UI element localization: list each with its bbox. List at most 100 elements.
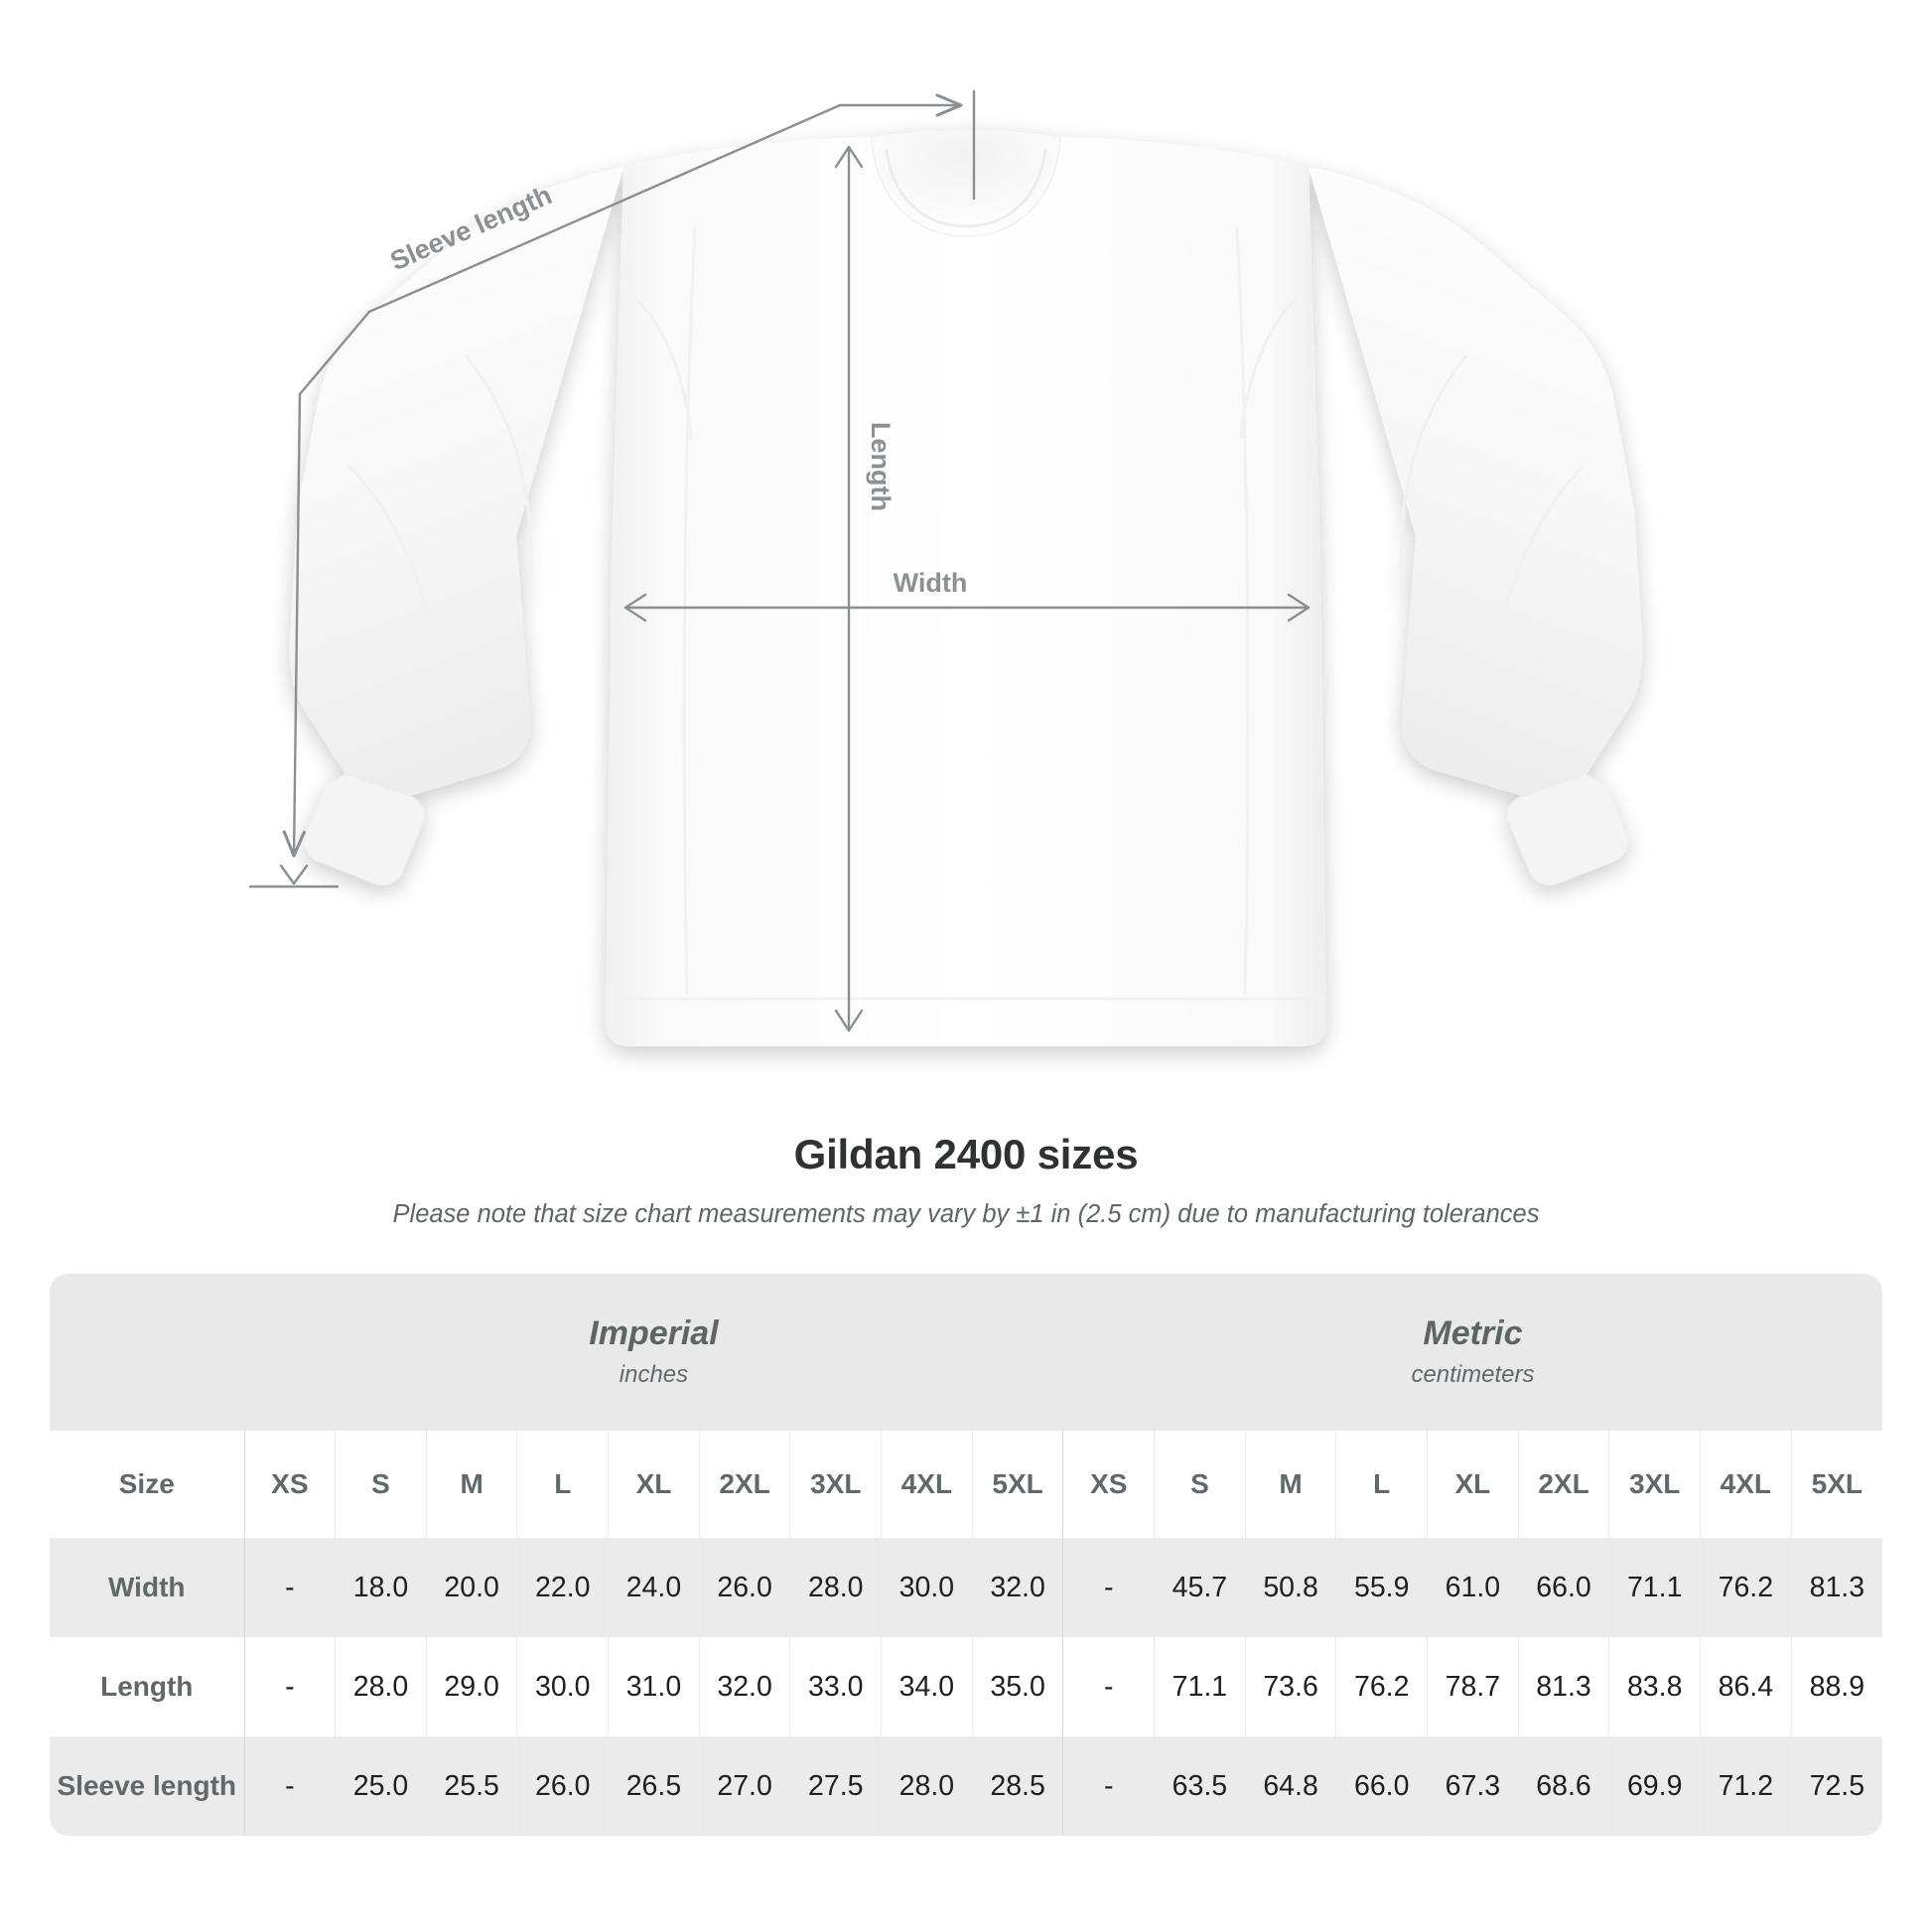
cell-imperial-l: 30.0 [516,1637,609,1736]
row-label-length: Length [50,1637,244,1736]
cell-imperial-xs: - [243,1736,336,1836]
size-header-cell-xs: XS [243,1431,336,1538]
cell-metric-l: 55.9 [1335,1538,1428,1637]
cell-metric-3xl: 83.8 [1608,1637,1701,1736]
garment-illustration: Sleeve length Length Width [248,89,1643,1046]
cell-imperial-4xl: 34.0 [881,1637,973,1736]
cell-imperial-3xl: 27.5 [789,1736,882,1836]
unit-name: Imperial [589,1313,719,1352]
cell-imperial-3xl: 28.0 [789,1538,882,1637]
size-header-cell-m: M [1244,1431,1336,1538]
length-label: Length [866,422,896,511]
title-block: Gildan 2400 sizes Please note that size … [0,1131,1932,1230]
size-header-cell-m: M [425,1431,517,1538]
size-header-cell-3xl: 3XL [1608,1431,1701,1538]
cell-imperial-xs: - [243,1538,336,1637]
cell-metric-m: 64.8 [1244,1736,1336,1836]
size-header-cell-4xl: 4XL [1700,1431,1792,1538]
size-header-cell-l: L [516,1431,609,1538]
size-chart-table: Imperial inches Metric centimeters Size XS S M L… [50,1274,1882,1836]
cell-imperial-l: 26.0 [516,1736,609,1836]
size-header-cell-5xl: 5XL [971,1431,1063,1538]
unit-subtitle: centimeters [1411,1360,1535,1388]
cell-imperial-l: 22.0 [516,1538,609,1637]
cell-metric-s: 45.7 [1154,1538,1246,1637]
cell-imperial-s: 28.0 [335,1637,427,1736]
row-label-sleeve-length: Sleeve length [50,1736,244,1836]
unit-header-spacer [50,1274,244,1431]
cell-imperial-s: 25.0 [335,1736,427,1836]
sleeve-length-arrowhead [279,864,309,886]
cell-imperial-xs: - [243,1637,336,1736]
unit-subtitle: inches [619,1360,689,1388]
size-header-cell-s: S [335,1431,427,1538]
cell-imperial-s: 18.0 [335,1538,427,1637]
table-row: Sleeve length -25.0 25.5 26.0 26.5 27.0 27.5 28… [50,1736,1882,1836]
cell-metric-5xl: 72.5 [1790,1736,1882,1836]
cell-metric-s: 71.1 [1154,1637,1246,1736]
cell-metric-2xl: 66.0 [1517,1538,1609,1637]
width-label: Width [894,568,968,598]
cell-metric-s: 63.5 [1154,1736,1246,1836]
cell-metric-5xl: 81.3 [1790,1538,1882,1637]
cell-imperial-2xl: 32.0 [698,1637,790,1736]
cell-metric-xs: - [1062,1637,1155,1736]
page-title: Gildan 2400 sizes [793,1131,1139,1177]
cell-imperial-4xl: 28.0 [881,1736,973,1836]
cell-metric-5xl: 88.9 [1790,1637,1882,1736]
cell-metric-xs: - [1062,1736,1155,1836]
cell-imperial-2xl: 26.0 [698,1538,790,1637]
size-header-cell-s: S [1154,1431,1246,1538]
cell-imperial-xl: 24.0 [608,1538,700,1637]
unit-header-row: Imperial inches Metric centimeters [50,1274,1882,1431]
cell-metric-xl: 78.7 [1427,1637,1519,1736]
size-header-cell-4xl: 4XL [881,1431,973,1538]
table-row: Width -18.0 20.0 22.0 24.0 26.0 28.0 30.0 32.0-4… [50,1538,1882,1637]
size-header-cell-xl: XL [608,1431,700,1538]
width-dimension [623,593,1311,622]
unit-header-imperial: Imperial inches [244,1274,1063,1431]
cell-metric-l: 76.2 [1335,1637,1428,1736]
cell-imperial-2xl: 27.0 [698,1736,790,1836]
length-dimension [834,145,864,1033]
cell-metric-xs: - [1062,1538,1155,1637]
cell-metric-m: 50.8 [1244,1538,1336,1637]
cell-metric-xl: 67.3 [1427,1736,1519,1836]
cell-metric-4xl: 71.2 [1700,1736,1792,1836]
cell-imperial-3xl: 33.0 [789,1637,882,1736]
cell-metric-3xl: 69.9 [1608,1736,1701,1836]
cell-imperial-xl: 26.5 [608,1736,700,1836]
row-label-width: Width [50,1538,244,1637]
cell-imperial-m: 29.0 [425,1637,517,1736]
cell-metric-2xl: 81.3 [1517,1637,1609,1736]
size-header-label: Size [50,1431,244,1538]
cell-metric-3xl: 71.1 [1608,1538,1701,1637]
cell-imperial-5xl: 32.0 [971,1538,1063,1637]
size-header-row: Size XS S M L XL 2XL 3XL 4XL 5XL XS S M L XL 2XL 3XL 4XL 5… [50,1431,1882,1538]
cell-imperial-5xl: 28.5 [971,1736,1063,1836]
size-header-cell-xl: XL [1427,1431,1519,1538]
cell-metric-m: 73.6 [1244,1637,1336,1736]
table-row: Length -28.0 29.0 30.0 31.0 32.0 33.0 34.0 35.0-… [50,1637,1882,1736]
size-header-cell-5xl: 5XL [1790,1431,1882,1538]
cell-metric-xl: 61.0 [1427,1538,1519,1637]
cell-imperial-xl: 31.0 [608,1637,700,1736]
cell-imperial-m: 25.5 [425,1736,517,1836]
sleeve-length-dimension [248,89,976,889]
cell-imperial-5xl: 35.0 [971,1637,1063,1736]
size-header-cell-2xl: 2XL [698,1431,790,1538]
tolerance-note: Please note that size chart measurements… [392,1200,1540,1229]
size-chart-table-wrap: Imperial inches Metric centimeters Size XS S M L… [50,1274,1882,1836]
unit-header-metric: Metric centimeters [1062,1274,1882,1431]
cell-metric-4xl: 86.4 [1700,1637,1792,1736]
size-header-cell-2xl: 2XL [1517,1431,1609,1538]
size-header-cell-xs: XS [1062,1431,1155,1538]
unit-name: Metric [1423,1313,1523,1352]
cell-metric-4xl: 76.2 [1700,1538,1792,1637]
cell-metric-2xl: 68.6 [1517,1736,1609,1836]
size-header-cell-l: L [1335,1431,1428,1538]
cell-metric-l: 66.0 [1335,1736,1428,1836]
cell-imperial-m: 20.0 [425,1538,517,1637]
shirt-graphic [289,128,1643,1046]
